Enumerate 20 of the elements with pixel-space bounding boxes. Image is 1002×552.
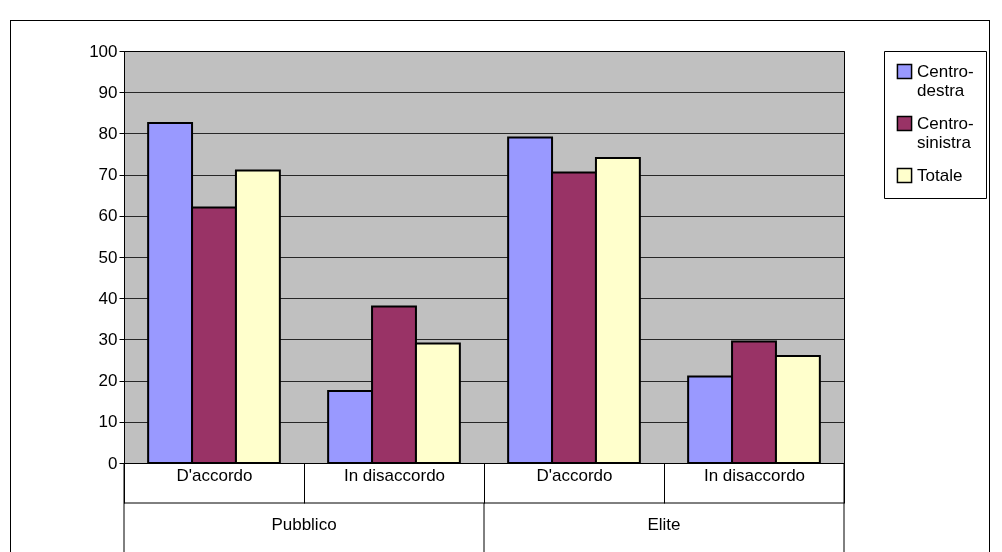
legend-label: Totale	[917, 165, 963, 185]
y-tick-label: 0	[108, 453, 118, 473]
y-tick-label: 70	[98, 165, 118, 185]
y-tick-label: 40	[98, 288, 118, 308]
y-tick-label: 90	[98, 82, 118, 102]
y-tick-label: 30	[98, 329, 118, 349]
x-tick-label: In disaccordo	[703, 465, 806, 485]
text: Pubblico	[271, 515, 337, 534]
x-tick-label: D'accordo	[536, 465, 613, 485]
y-tick-label: 20	[98, 371, 118, 391]
y-tick-label: 10	[98, 412, 118, 432]
x-tick-label: D'accordo	[176, 465, 253, 485]
y-tick-label: 80	[98, 123, 118, 143]
x-tick-label: In disaccordo	[343, 465, 446, 485]
y-tick-label: 60	[98, 206, 118, 226]
y-tick-label: 50	[98, 247, 118, 267]
y-tick-label: 100	[89, 41, 118, 61]
legend-label: Centro-destra	[917, 61, 974, 100]
legend-label: Centro-sinistra	[917, 113, 974, 152]
text: Elite	[647, 515, 681, 534]
